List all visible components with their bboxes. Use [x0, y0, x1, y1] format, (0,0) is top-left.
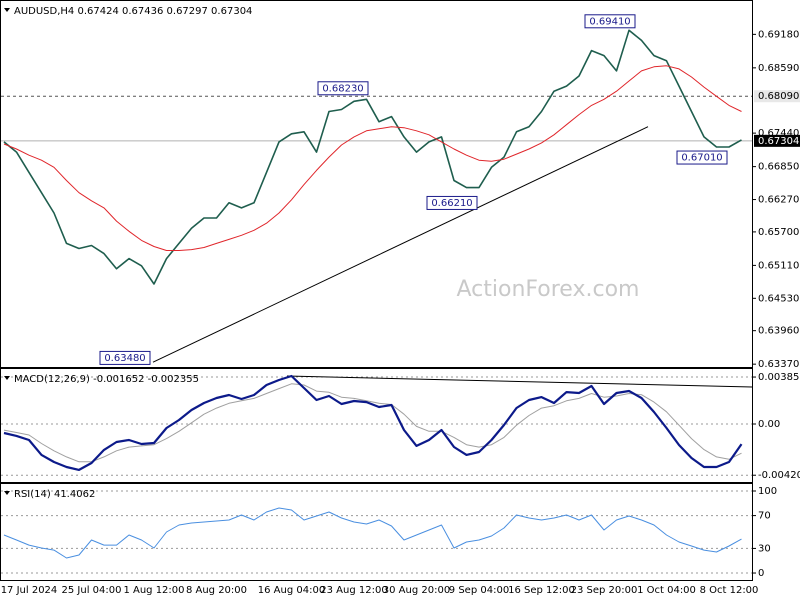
annotation-label: 0.66210: [431, 198, 472, 209]
panel-title: AUDUSD,H4 0.67424 0.67436 0.67297 0.6730…: [14, 6, 252, 17]
title-marker: [4, 8, 10, 12]
annotation-box: [426, 195, 478, 210]
watermark: ActionForex.com: [457, 277, 640, 302]
y-tick-label: 0.67440: [758, 128, 799, 139]
y-tick-label: 0.68590: [758, 63, 799, 74]
panel-title: RSI(14) 41.4062: [14, 489, 95, 500]
x-tick-label: 23 Sep 20:00: [571, 585, 638, 596]
y-tick-label: 0: [758, 568, 764, 579]
x-tick-label: 23 Aug 12:00: [320, 585, 387, 596]
last-price-label: 0.67304: [758, 136, 799, 147]
annotation-label: 0.68230: [322, 83, 363, 94]
series-line: [3, 65, 742, 251]
last-price-box: [754, 134, 800, 147]
y-tick-label: 70: [758, 511, 771, 522]
x-tick-label: 17 Jul 2024: [1, 585, 58, 596]
annotation-box: [317, 81, 369, 96]
y-tick-label: 100: [758, 486, 777, 497]
y-tick-label: 30: [758, 543, 771, 554]
y-tick-label: 0.64530: [758, 293, 799, 304]
trendline: [286, 375, 753, 388]
panel-title: MACD(12,26,9) -0.001652 -0.002355: [14, 374, 199, 385]
y-tick-label: 0.65700: [758, 227, 799, 238]
series-line: [3, 507, 742, 559]
y-tick-label: -0.004204: [758, 470, 800, 481]
y-tick-label: 0.003852: [758, 372, 800, 383]
y-tick-label: 0.69180: [758, 29, 799, 40]
panel-frame: [0, 368, 753, 483]
annotation-label: 0.63480: [104, 353, 145, 364]
title-marker: [4, 376, 10, 380]
level-label: 0.68090: [758, 91, 799, 102]
x-tick-label: 30 Aug 20:00: [383, 585, 450, 596]
series-line: [3, 383, 742, 463]
annotation-box: [676, 150, 728, 165]
x-tick-label: 1 Oct 04:00: [637, 585, 696, 596]
x-tick-label: 8 Oct 12:00: [700, 585, 759, 596]
annotation-box: [99, 350, 151, 365]
panel-frame: [0, 483, 753, 581]
annotation-box: [584, 14, 636, 29]
annotation-label: 0.67010: [681, 153, 722, 164]
x-tick-label: 16 Sep 12:00: [508, 585, 575, 596]
panel-frame: [0, 0, 753, 368]
x-tick-label: 25 Jul 04:00: [62, 585, 122, 596]
x-tick-label: 9 Sep 04:00: [449, 585, 509, 596]
y-tick-label: 0.66850: [758, 162, 799, 173]
y-tick-label: 0.65110: [758, 260, 799, 271]
level-label-box: [754, 90, 800, 103]
x-tick-label: 16 Aug 04:00: [258, 585, 325, 596]
y-tick-label: 0.66270: [758, 195, 799, 206]
annotation-label: 0.69410: [589, 16, 630, 27]
y-tick-label: 0.63960: [758, 326, 799, 337]
trendline: [152, 126, 649, 363]
x-tick-label: 1 Aug 12:00: [123, 585, 184, 596]
x-tick-label: 8 Aug 20:00: [186, 585, 247, 596]
series-line: [3, 374, 743, 471]
series-line: [3, 29, 742, 285]
y-tick-label: 0.00: [758, 419, 780, 430]
y-tick-label: 0.63370: [758, 359, 799, 370]
title-marker: [4, 491, 10, 495]
